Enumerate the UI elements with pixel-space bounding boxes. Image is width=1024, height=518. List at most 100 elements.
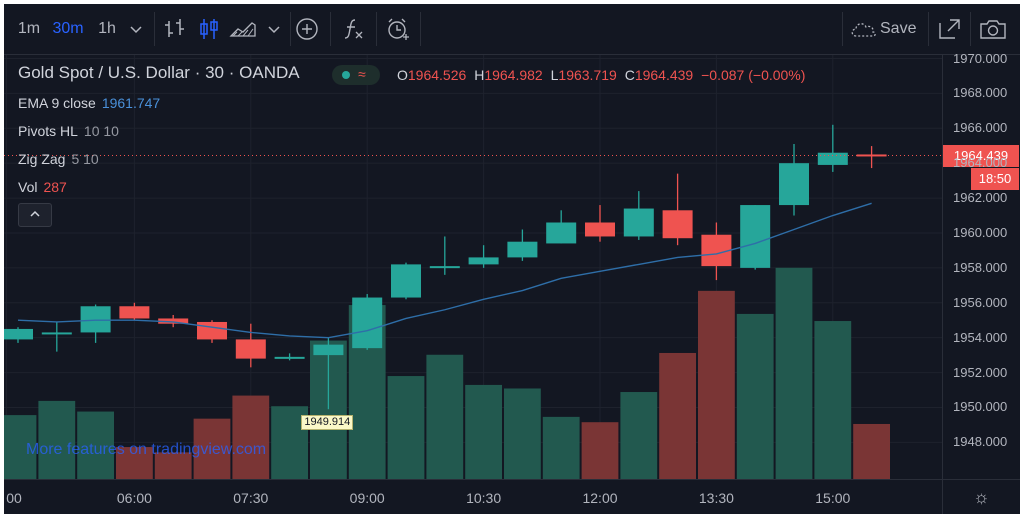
market-open-dot-icon <box>342 71 350 79</box>
settings-gear-icon[interactable]: ☼ <box>973 487 990 507</box>
price-tick-label: 1966.000 <box>953 120 1008 136</box>
volume-bar <box>426 354 464 479</box>
price-tick-label: 1970.000 <box>953 50 1008 66</box>
chart-pane[interactable]: Gold Spot / U.S. Dollar · 30 · OANDA ≈ O… <box>4 55 942 479</box>
chart-window: 1m 30m 1h <box>4 4 1020 514</box>
fullscreen-icon[interactable] <box>934 16 964 42</box>
alert-clock-icon[interactable] <box>382 16 414 42</box>
interval-30m-button[interactable]: 30m <box>52 20 84 37</box>
time-tick-label: 09:00 <box>349 490 385 506</box>
market-status-pill[interactable]: ≈ <box>332 65 380 85</box>
volume-bar <box>77 411 114 479</box>
price-tick-label: 1952.000 <box>953 364 1008 380</box>
add-indicator-icon[interactable] <box>292 16 322 42</box>
vol-value: 287 <box>43 179 67 195</box>
volume-bar <box>659 352 696 479</box>
toolbar-divider <box>842 12 843 46</box>
zigzag-legend[interactable]: Zig Zag 5 10 <box>18 151 99 167</box>
price-tick-label: 1960.000 <box>953 224 1008 240</box>
candle-body <box>740 205 771 268</box>
symbol-legend[interactable]: Gold Spot / U.S. Dollar · 30 · OANDA <box>18 63 300 83</box>
camera-icon[interactable] <box>976 16 1010 42</box>
candle-body <box>468 257 499 265</box>
volume-bar <box>581 422 619 479</box>
toolbar-divider <box>970 12 971 46</box>
high-label: H <box>474 67 485 83</box>
volume-bar <box>116 447 153 479</box>
candle-body <box>623 208 654 237</box>
time-tick-label: 00 <box>6 490 22 506</box>
data-delay-icon: ≈ <box>358 66 366 82</box>
time-tick-label: 13:30 <box>698 490 734 506</box>
ema-label: EMA 9 close <box>18 95 96 111</box>
last-price-label: 1964.439 <box>943 144 1019 167</box>
zigzag-label: Zig Zag <box>18 151 66 167</box>
chevron-down-icon[interactable] <box>124 16 148 42</box>
candle-body <box>507 241 538 258</box>
volume-bar <box>154 452 192 479</box>
symbol-source: OANDA <box>239 63 300 82</box>
volume-bar <box>853 423 890 479</box>
candle-body <box>119 306 150 319</box>
ema-value: 1961.747 <box>101 95 161 111</box>
volume-bar <box>620 392 658 479</box>
time-tick-label: 12:00 <box>582 490 618 506</box>
candles-icon[interactable] <box>194 16 224 42</box>
axis-corner[interactable]: ☼ <box>942 479 1020 514</box>
candlestick-chart[interactable] <box>4 55 942 479</box>
time-tick-label: 06:00 <box>116 490 152 506</box>
volume-legend[interactable]: Vol 287 <box>18 179 67 195</box>
candle-body <box>41 332 72 335</box>
time-tick-label: 15:00 <box>815 490 851 506</box>
area-style-icon[interactable] <box>228 16 258 42</box>
candle-body <box>352 297 383 349</box>
ohlc-readout: O1964.526 H1964.982 L1963.719 C1964.439 … <box>397 67 809 83</box>
watermark-text: More features on tradingview.com <box>26 441 267 458</box>
volume-bar <box>504 388 541 479</box>
candle-body <box>546 222 577 244</box>
bar-style-icon[interactable] <box>160 16 190 42</box>
volume-bar <box>38 400 76 479</box>
candle-body <box>701 234 732 267</box>
bar-countdown-label: 18:50 <box>971 167 1019 190</box>
pivots-legend[interactable]: Pivots HL 10 10 <box>18 123 119 139</box>
candle-body <box>4 328 33 340</box>
candle-body <box>80 306 111 333</box>
price-axis[interactable]: 1964.439 18:50 1948.000 1950.000 1952.000 1… <box>942 51 1020 479</box>
cloud-save-icon[interactable] <box>848 16 880 42</box>
close-value: 1964.439 <box>634 67 694 83</box>
chevron-down-icon[interactable] <box>262 16 286 42</box>
save-button[interactable]: Save <box>880 20 917 37</box>
candle-body <box>391 264 421 298</box>
price-tick-label: 1948.000 <box>953 434 1008 450</box>
formula-fx-icon[interactable] <box>338 16 368 42</box>
volume-bar <box>465 384 502 479</box>
chevron-up-icon <box>30 210 40 217</box>
candle-body <box>274 356 305 359</box>
volume-bar <box>775 267 813 479</box>
symbol-sep: · <box>228 63 240 82</box>
candle-body <box>585 222 615 237</box>
pivots-label: Pivots HL <box>18 123 78 139</box>
price-tick-label: 1954.000 <box>953 329 1008 345</box>
toolbar-divider <box>330 12 331 46</box>
price-tick-label: 1968.000 <box>953 85 1008 101</box>
volume-bar <box>193 418 231 479</box>
time-axis[interactable]: 00 06:00 07:30 09:00 10:30 12:00 13:30 15:00 <box>4 479 942 514</box>
volume-bar <box>387 376 425 479</box>
open-label: O <box>397 67 408 83</box>
candle-body <box>197 321 227 340</box>
vol-label: Vol <box>18 179 38 195</box>
interval-1h-button[interactable]: 1h <box>98 20 116 37</box>
volume-bar <box>542 416 580 479</box>
high-value: 1964.982 <box>484 67 543 83</box>
symbol-interval: 30 <box>205 63 225 82</box>
toolbar-divider <box>928 12 929 46</box>
time-tick-label: 10:30 <box>466 490 502 506</box>
collapse-legend-button[interactable] <box>18 203 52 227</box>
interval-1m-button[interactable]: 1m <box>17 20 41 37</box>
ema-legend[interactable]: EMA 9 close 1961.747 <box>18 95 160 111</box>
price-tick-label: 1958.000 <box>953 259 1008 275</box>
candle-body <box>429 266 460 269</box>
top-toolbar: 1m 30m 1h <box>4 4 1020 55</box>
